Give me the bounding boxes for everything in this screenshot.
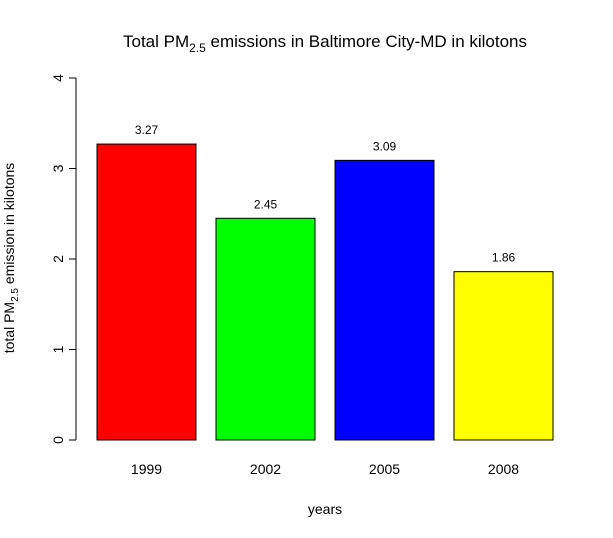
y-tick-label: 3: [50, 164, 66, 172]
bar-2005: [334, 159, 435, 441]
category-label-2002: 2002: [250, 461, 281, 477]
data-label-2008: 1.86: [492, 251, 516, 265]
bar-1999: [96, 143, 197, 441]
chart-title-sub: 2.5: [189, 41, 206, 55]
y-tick-label: 4: [50, 74, 66, 82]
bar-2002: [215, 217, 316, 441]
y-tick-label: 1: [50, 345, 66, 353]
y-axis-ticks: 0 1 2 3 4: [50, 74, 76, 444]
bars: 3.27 1999 2.45 2002 3.09 2005 1.86 2008: [96, 123, 554, 477]
y-axis-label-sub: 2.5: [10, 288, 21, 302]
data-label-2002: 2.45: [254, 197, 278, 211]
y-axis-label: total PM2.5 emission in kilotons: [1, 163, 21, 354]
category-label-1999: 1999: [131, 461, 162, 477]
data-label-2005: 3.09: [373, 139, 397, 153]
data-label-1999: 3.27: [135, 123, 159, 137]
chart-title-pre: Total PM: [123, 32, 189, 51]
y-tick-label: 0: [50, 436, 66, 444]
y-tick-label: 2: [50, 255, 66, 263]
bar-2008: [453, 271, 554, 441]
category-label-2008: 2008: [488, 461, 519, 477]
y-axis-label-pre: total PM: [1, 302, 17, 353]
chart-title-post: emissions in Baltimore City-MD in kiloto…: [206, 32, 527, 51]
category-label-2005: 2005: [369, 461, 400, 477]
chart-title: Total PM2.5 emissions in Baltimore City-…: [123, 32, 527, 55]
y-axis-label-post: emission in kilotons: [1, 163, 17, 288]
x-axis-label: years: [308, 501, 342, 517]
